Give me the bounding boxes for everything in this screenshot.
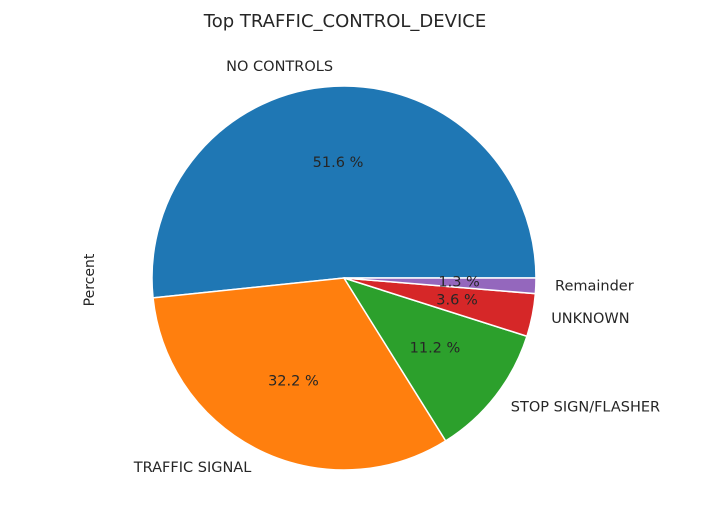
slice-category-label: TRAFFIC SIGNAL [133, 460, 252, 476]
slice-category-label: UNKNOWN [551, 311, 629, 327]
slice-percent-label: 1.3 % [438, 275, 479, 291]
chart-title: Top TRAFFIC_CONTROL_DEVICE [203, 11, 486, 32]
slice-percent-label: 3.6 % [436, 292, 477, 308]
pie-slice-stop-sign-flasher [343, 277, 528, 442]
slice-percent-label: 32.2 % [268, 374, 319, 390]
y-axis-label: Percent [82, 253, 98, 306]
slice-category-label: NO CONTROLS [226, 59, 333, 75]
pie-slices [151, 85, 537, 471]
pie-labels: 51.6 % NO CONTROLS 32.2 % TRAFFIC SIGNAL 11.… [133, 59, 660, 476]
pie-slice-remainder [343, 277, 537, 295]
slice-percent-label: 51.6 % [313, 155, 364, 171]
slice-category-label: STOP SIGN/FLASHER [511, 400, 660, 416]
slice-category-label: Remainder [555, 279, 634, 295]
pie-slice-traffic-signal [152, 277, 447, 471]
pie-slice-no-controls [151, 85, 537, 299]
slice-percent-label: 11.2 % [410, 341, 461, 357]
